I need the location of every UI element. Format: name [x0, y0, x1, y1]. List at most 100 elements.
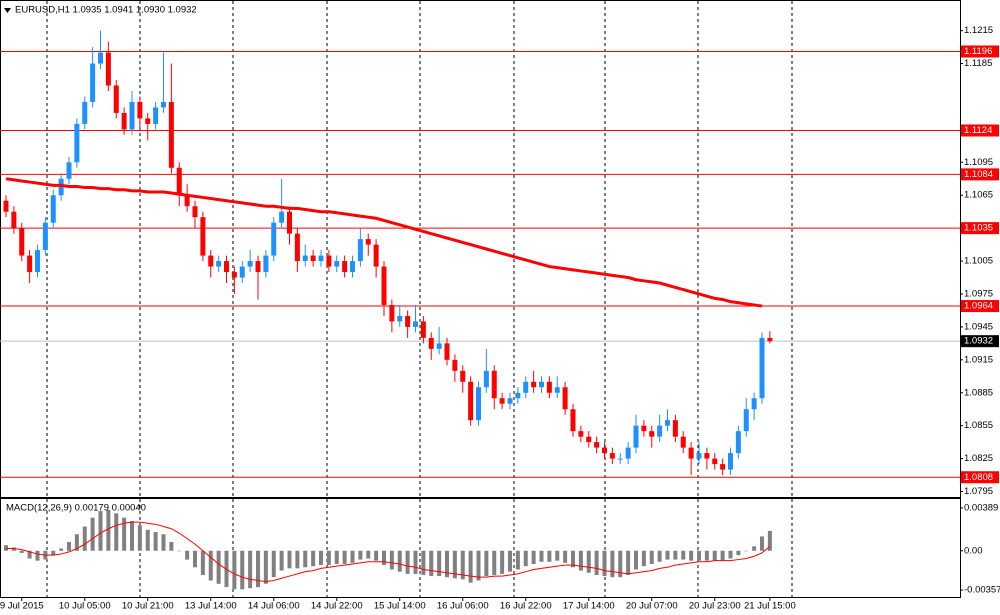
macd-bar	[326, 550, 331, 566]
macd-bar	[311, 550, 316, 567]
macd-bar	[665, 550, 670, 560]
candle-body	[397, 315, 403, 322]
y-tick-label: 1.0885	[964, 387, 993, 398]
macd-bar	[303, 550, 308, 568]
bid-label: 1.0932	[964, 336, 993, 347]
candle-body	[208, 255, 214, 267]
candle-body	[735, 431, 741, 454]
macd-bar	[74, 534, 79, 551]
candle-body	[602, 447, 607, 454]
candle-body	[594, 442, 600, 448]
candle-body	[728, 453, 733, 470]
candle-body	[531, 381, 537, 388]
macd-bar	[106, 510, 111, 551]
macd-bar	[452, 550, 457, 579]
y-tick-label: 1.1185	[964, 58, 992, 69]
macd-bar	[736, 550, 741, 556]
candle-body	[58, 178, 64, 196]
candle-body	[704, 453, 710, 459]
candle-body	[476, 387, 481, 421]
level-label: 1.0964	[964, 301, 993, 312]
level-label: 1.0808	[964, 472, 993, 483]
macd-bar	[358, 550, 363, 560]
candle-body	[294, 233, 300, 262]
candle-body	[271, 222, 277, 256]
candle-body	[586, 436, 592, 443]
macd-bar	[492, 550, 497, 575]
candle-body	[405, 315, 411, 327]
candle-body	[113, 85, 119, 113]
macd-bar	[216, 550, 221, 584]
level-label-box	[961, 471, 999, 484]
y-tick-label: 0.00	[964, 545, 983, 556]
candle-body	[413, 321, 418, 327]
macd-bar	[208, 550, 213, 581]
macd-bar	[145, 529, 150, 551]
macd-bar	[19, 550, 24, 553]
macd-bar	[586, 550, 591, 573]
price-panel	[0, 0, 961, 498]
macd-bar	[476, 550, 481, 581]
macd-bar	[232, 550, 237, 590]
candle-body	[342, 261, 348, 273]
macd-bar	[405, 550, 410, 574]
candle-body	[665, 420, 670, 426]
macd-bar	[468, 550, 473, 583]
macd-bar	[35, 550, 40, 561]
macd-bar	[626, 550, 631, 575]
signal-line	[6, 521, 771, 583]
candle-body	[82, 101, 88, 124]
candle-body	[365, 239, 371, 245]
level-label-box	[961, 168, 999, 181]
candle-body	[216, 261, 222, 267]
macd-bar	[728, 550, 733, 559]
macd-bar	[547, 550, 552, 562]
macd-bar	[27, 550, 32, 559]
candle-body	[515, 392, 521, 399]
y-tick-label: 1.0945	[964, 321, 993, 332]
candle-body	[184, 195, 190, 207]
macd-bar	[712, 550, 717, 561]
candle-body	[649, 431, 655, 437]
macd-bar	[744, 550, 749, 552]
macd-bar	[256, 550, 260, 588]
x-tick-label: 16 Jul 06:00	[437, 601, 489, 612]
macd-bar	[240, 550, 245, 590]
candle-body	[27, 255, 33, 273]
candle-body	[609, 453, 615, 459]
moving-average	[5, 177, 763, 308]
macd-bar	[594, 550, 599, 575]
macd-title: MACD(12,26,9) 0.00179 0.00040	[6, 503, 146, 514]
candle-body	[578, 431, 584, 437]
candle-body	[657, 425, 663, 437]
candle-body	[334, 261, 340, 267]
menu-arrow	[4, 8, 11, 13]
x-tick-label: 10 Jul 05:00	[59, 601, 111, 612]
candle-body	[617, 458, 623, 460]
candle-body	[546, 381, 552, 393]
candle-body	[279, 211, 285, 223]
macd-bar	[51, 550, 56, 556]
candle-body	[42, 222, 48, 251]
candle-body	[420, 321, 426, 338]
candle-body	[539, 381, 544, 388]
candle-body	[562, 387, 568, 410]
candle-body	[720, 464, 726, 470]
y-tick-label: 1.0855	[964, 420, 993, 431]
candle-body	[688, 447, 694, 459]
candle-body	[373, 244, 379, 267]
macd-bar	[350, 550, 355, 563]
candle-body	[74, 123, 80, 163]
candle-body	[743, 409, 749, 432]
x-tick-label: 10 Jul 21:00	[122, 601, 174, 612]
macd-bar	[515, 550, 520, 570]
macd-bar	[342, 550, 347, 564]
macd-bar	[641, 550, 646, 567]
candle-body	[460, 370, 466, 382]
candle-body	[436, 343, 442, 349]
x-tick-label: 17 Jul 14:00	[563, 601, 615, 612]
level-label: 1.1084	[964, 169, 993, 180]
x-tick-label: 16 Jul 22:00	[500, 601, 552, 612]
candle-body	[491, 370, 497, 399]
